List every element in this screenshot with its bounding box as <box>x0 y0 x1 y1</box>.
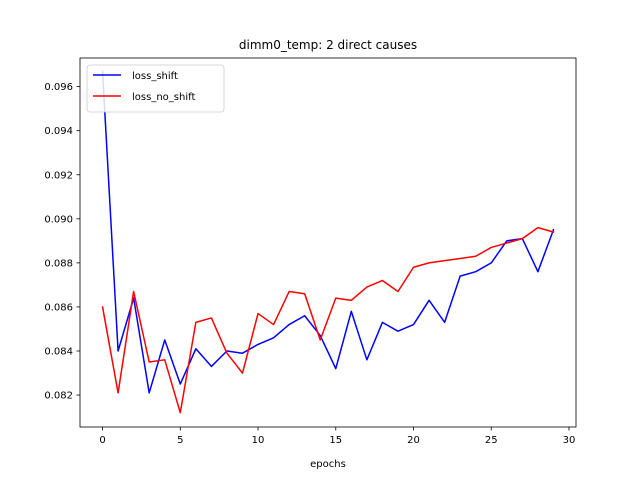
legend-label-loss-no-shift: loss_no_shift <box>132 92 195 103</box>
plot-lines <box>101 70 555 414</box>
x-tick-label: 20 <box>407 435 420 446</box>
chart-title: dimm0_temp: 2 direct causes <box>239 38 417 52</box>
y-tick-label: 0.084 <box>44 346 73 357</box>
legend: loss_shift loss_no_shift <box>86 64 225 113</box>
y-tick-label: 0.082 <box>44 391 73 402</box>
legend-box <box>86 64 225 113</box>
y-tick-label: 0.094 <box>44 126 73 137</box>
y-tick-label: 0.092 <box>44 170 73 181</box>
x-tick-label: 10 <box>252 435 265 446</box>
x-axis-label: epochs <box>310 459 346 470</box>
x-tick-label: 15 <box>329 435 342 446</box>
legend-label-loss-shift: loss_shift <box>132 71 178 82</box>
y-axis-ticks: 0.082 0.084 0.086 0.088 0.090 0.092 0.094 0.096 <box>44 82 80 402</box>
x-tick-label: 5 <box>177 435 183 446</box>
x-axis-ticks: 0 5 10 15 20 25 30 <box>99 427 575 446</box>
x-tick-label: 25 <box>485 435 498 446</box>
y-tick-label: 0.096 <box>44 82 73 93</box>
y-tick-label: 0.090 <box>44 214 73 225</box>
y-tick-label: 0.088 <box>44 258 73 269</box>
series-line-loss-no-shift <box>101 226 555 414</box>
x-tick-label: 30 <box>563 435 576 446</box>
y-tick-label: 0.086 <box>44 302 73 313</box>
x-tick-label: 0 <box>99 435 105 446</box>
plot-area-frame <box>79 57 577 428</box>
series-line-loss-shift <box>101 70 555 394</box>
